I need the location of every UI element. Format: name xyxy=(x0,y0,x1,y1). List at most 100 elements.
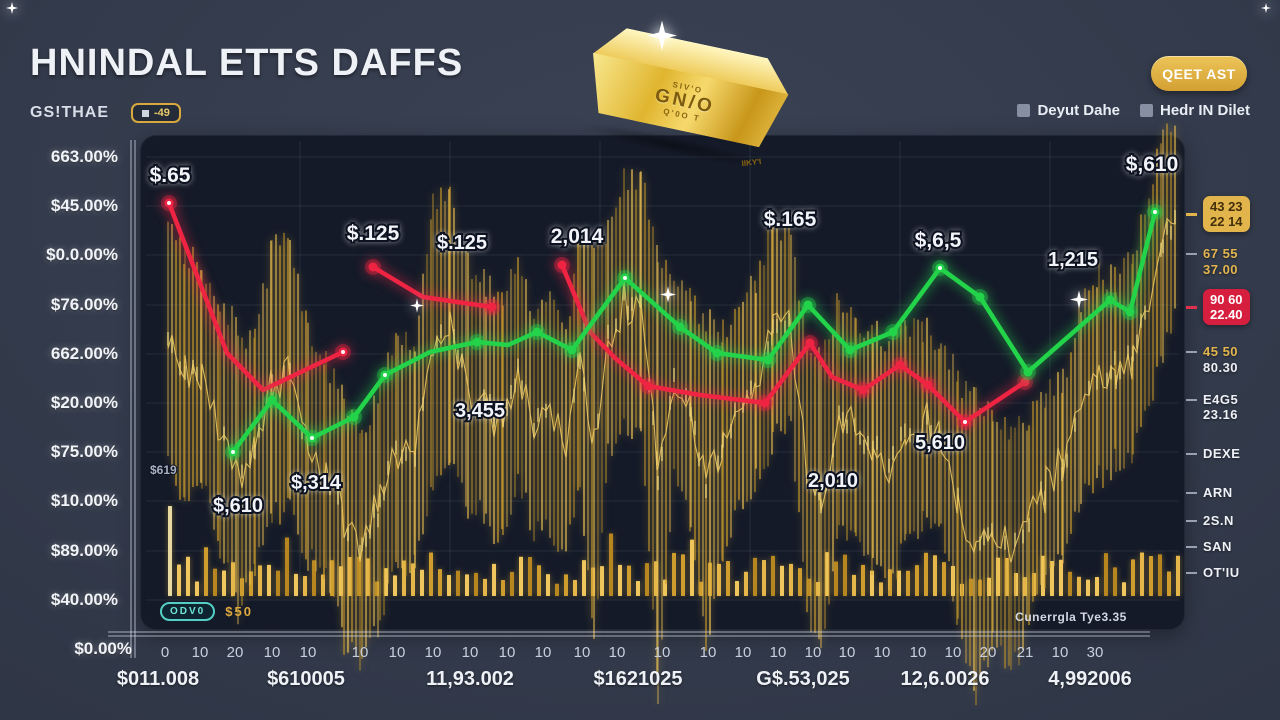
chart-note: Cunerrgla Tye3.35 xyxy=(1015,610,1127,624)
tick-dash-icon xyxy=(1186,212,1197,216)
legend-item-1[interactable]: Hedr IN Dilet xyxy=(1139,102,1250,119)
chart-footer-chip: ODV0 $50 xyxy=(160,602,253,621)
price-panel-value: ARN xyxy=(1203,485,1233,500)
price-badge: 43 23 22 14 xyxy=(1203,196,1250,232)
x-axis-tick: 10 xyxy=(263,644,281,661)
y-axis-label: $89.00% xyxy=(50,540,118,560)
price-panel-value: 67 55 xyxy=(1203,246,1239,261)
x-axis-tick: 10 xyxy=(909,644,927,661)
price-panel-value: 37.00 xyxy=(1203,262,1239,277)
x-axis-group-label: $1621025 xyxy=(593,668,683,690)
y-axis-label: 662.00% xyxy=(50,343,118,363)
legend-swatch-icon xyxy=(1139,104,1153,117)
chart-value-label: $.125 xyxy=(437,232,487,254)
x-axis-group-label: 11,93.002 xyxy=(426,668,514,690)
x-axis-tick: 10 xyxy=(1051,644,1069,661)
x-axis-tick: 10 xyxy=(608,644,626,661)
price-panel-label: 67 55 xyxy=(1186,246,1238,261)
price-panel-value: OT'IU xyxy=(1203,565,1240,580)
tick-dash-icon xyxy=(1186,452,1197,455)
x-axis-tick: 10 xyxy=(299,644,317,661)
x-axis-group-label: 12,6.0026 xyxy=(900,668,990,690)
price-panel-value: 45 50 xyxy=(1203,344,1239,359)
x-axis-tick: 10 xyxy=(534,644,552,661)
price-panel-label: 45 50 xyxy=(1186,344,1238,359)
x-axis-tick: 10 xyxy=(653,644,671,661)
x-axis-tick: 10 xyxy=(769,644,787,661)
x-axis-tick: 10 xyxy=(873,644,891,661)
legend-item-0[interactable]: Deyut Dahe xyxy=(1017,102,1120,119)
y-axis-label: $0.00% xyxy=(74,639,132,658)
tick-dash-icon xyxy=(1186,367,1197,369)
x-axis-tick: 21 xyxy=(1016,644,1034,661)
x-axis-tick: 10 xyxy=(388,644,406,661)
tick-dash-icon xyxy=(1186,414,1197,416)
chart-value-label: $,314 xyxy=(291,472,342,494)
red-price-line xyxy=(161,195,1033,430)
price-panel-label: DEXE xyxy=(1186,446,1240,461)
tick-dash-icon xyxy=(1186,305,1197,309)
tick-dash-icon xyxy=(1186,398,1197,401)
x-axis-tick: 30 xyxy=(1086,644,1104,661)
tick-dash-icon xyxy=(1186,252,1197,255)
y-axis-label: $40.00% xyxy=(50,589,118,609)
x-axis-tick: 10 xyxy=(944,644,962,661)
chart-value-label: $,610 xyxy=(1126,153,1179,176)
chip-value: $50 xyxy=(225,604,253,619)
badge-square-icon xyxy=(142,109,149,117)
x-axis-group-label: $610005 xyxy=(267,668,345,690)
chart-value-label: $.165 xyxy=(764,208,817,231)
tick-dash-icon xyxy=(1186,571,1197,574)
x-axis-tick: 10 xyxy=(351,644,369,661)
y-axis-label: $0.0.00% xyxy=(46,245,118,265)
tick-dash-icon xyxy=(1186,545,1197,548)
x-axis-tick: 10 xyxy=(838,644,856,661)
data-point-labels: $.65 $.125 $.125 2,014 3,455 $.165 $,6,5 1,215 $… xyxy=(148,151,1181,519)
x-axis-tick: 0 xyxy=(160,644,170,661)
price-panel-value: E4G5 xyxy=(1203,392,1239,407)
chip-capsule[interactable]: ODV0 xyxy=(160,602,216,621)
price-panel-value: 2S.N xyxy=(1203,513,1234,528)
price-tag-badge: 43 23 22 14 xyxy=(1186,196,1250,232)
x-axis-tick: 10 xyxy=(191,644,209,661)
change-badge[interactable]: -49 xyxy=(131,103,181,123)
x-axis-tick: 20 xyxy=(226,644,244,661)
price-tag-badge: 90 60 22.40 xyxy=(1186,289,1250,325)
legend-label: Hedr IN Dilet xyxy=(1159,102,1250,119)
chart-value-label: 1,215 xyxy=(1048,249,1098,271)
ticker-label: GS!THAE xyxy=(30,104,109,121)
price-panel-label: 23.16 xyxy=(1186,407,1238,422)
x-axis-tick: 10 xyxy=(461,644,479,661)
subtitle-row: GS!THAE -49 xyxy=(30,103,181,123)
x-axis-group-label: $011.008 xyxy=(116,668,200,690)
page-title: HNINDAL ETTS DAFFS xyxy=(30,42,464,84)
change-badge-value: -49 xyxy=(154,107,170,119)
y-axis-label: 663.00% xyxy=(50,147,118,166)
x-axis-tick: 10 xyxy=(699,644,717,661)
chart-value-label: 2,010 xyxy=(808,470,858,492)
tick-dash-icon xyxy=(1186,350,1197,353)
chart-value-label: 3,455 xyxy=(455,400,505,422)
tick-dash-icon xyxy=(1186,269,1197,271)
price-panel-value: DEXE xyxy=(1203,446,1241,461)
x-axis-tick: 10 xyxy=(804,644,822,661)
price-panel-label: 37.00 xyxy=(1186,262,1238,277)
y-axis-label: $75.00% xyxy=(50,442,118,462)
x-axis-tick: 10 xyxy=(498,644,516,661)
price-badge: 90 60 22.40 xyxy=(1203,289,1250,325)
x-axis-group-label: G$.53,025 xyxy=(756,668,850,690)
price-panel-label: 2S.N xyxy=(1186,513,1234,528)
y-axis-label: $76.00% xyxy=(50,294,118,314)
price-panel-value: SAN xyxy=(1203,539,1232,554)
y-axis-label: $45.00% xyxy=(50,196,118,216)
chart-value-label: 5,610 xyxy=(915,432,965,454)
legend-swatch-icon xyxy=(1017,104,1031,117)
chart-value-label: $,610 xyxy=(213,495,263,517)
y-axis-label: $10.00% xyxy=(50,491,118,511)
axis-lines xyxy=(108,140,1150,658)
price-panel-label: 80.30 xyxy=(1186,360,1238,375)
x-axis-tick: 10 xyxy=(424,644,442,661)
get-asset-button[interactable]: QEET AST xyxy=(1151,56,1247,91)
